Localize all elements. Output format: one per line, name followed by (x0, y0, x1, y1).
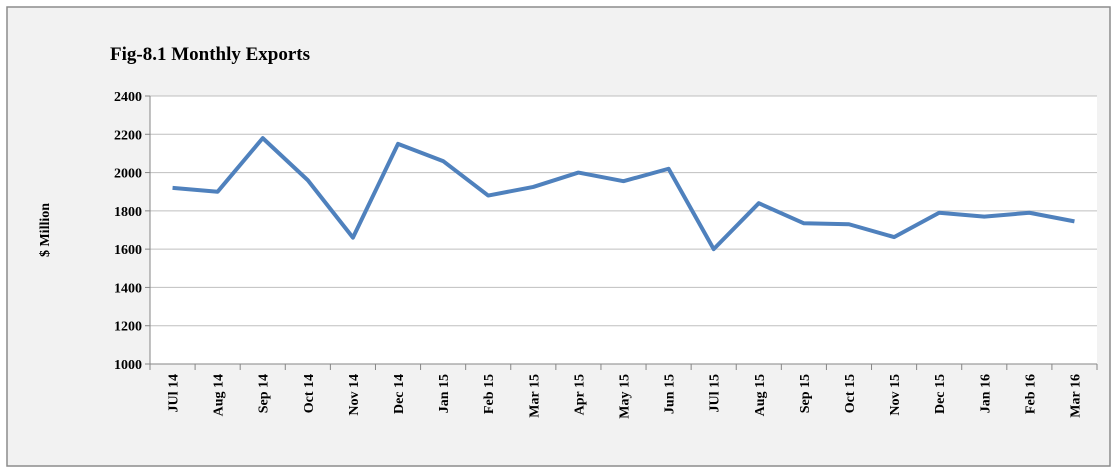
y-tick-label: 1400 (114, 281, 142, 296)
x-tick-label: Nov 14 (347, 374, 362, 416)
x-tick-label: Jan 15 (437, 374, 452, 413)
x-tick-label: Dec 14 (392, 374, 407, 414)
y-tick-label: 1600 (114, 243, 142, 258)
x-tick-label: Dec 15 (933, 374, 948, 414)
x-tick-label: Apr 15 (572, 374, 587, 415)
plot-area (150, 96, 1097, 364)
x-tick-label: Jan 16 (978, 374, 993, 413)
y-tick-label: 1000 (114, 358, 142, 373)
x-tick-label: Sep 15 (798, 374, 813, 413)
x-tick-label: Feb 15 (482, 374, 497, 414)
x-tick-label: May 15 (618, 374, 633, 419)
y-tick-label: 2200 (114, 128, 142, 143)
x-tick-label: Feb 16 (1023, 374, 1038, 414)
x-tick-label: JUl 14 (167, 374, 182, 413)
y-tick-label: 1800 (114, 205, 142, 220)
data-line (172, 136, 1075, 252)
y-tick-label: 2400 (114, 90, 142, 105)
x-tick-label: Oct 15 (843, 374, 858, 413)
x-tick-label: Mar 16 (1068, 374, 1083, 418)
x-tick-label: Aug 14 (212, 374, 227, 416)
x-tick-label: Jun 15 (663, 374, 678, 414)
chart-title: Fig-8.1 Monthly Exports (110, 44, 310, 65)
x-tick-label: Nov 15 (888, 374, 903, 416)
x-tick-label: Sep 14 (257, 374, 272, 413)
x-tick-label: Aug 15 (753, 374, 768, 416)
y-tick-label: 2000 (114, 167, 142, 182)
y-axis-label: $ Million (38, 203, 53, 257)
x-tick-label: Oct 14 (302, 374, 317, 413)
y-tick-label: 1200 (114, 320, 142, 335)
x-tick-label: JUl 15 (708, 374, 723, 413)
x-tick-label: Mar 15 (527, 374, 542, 418)
